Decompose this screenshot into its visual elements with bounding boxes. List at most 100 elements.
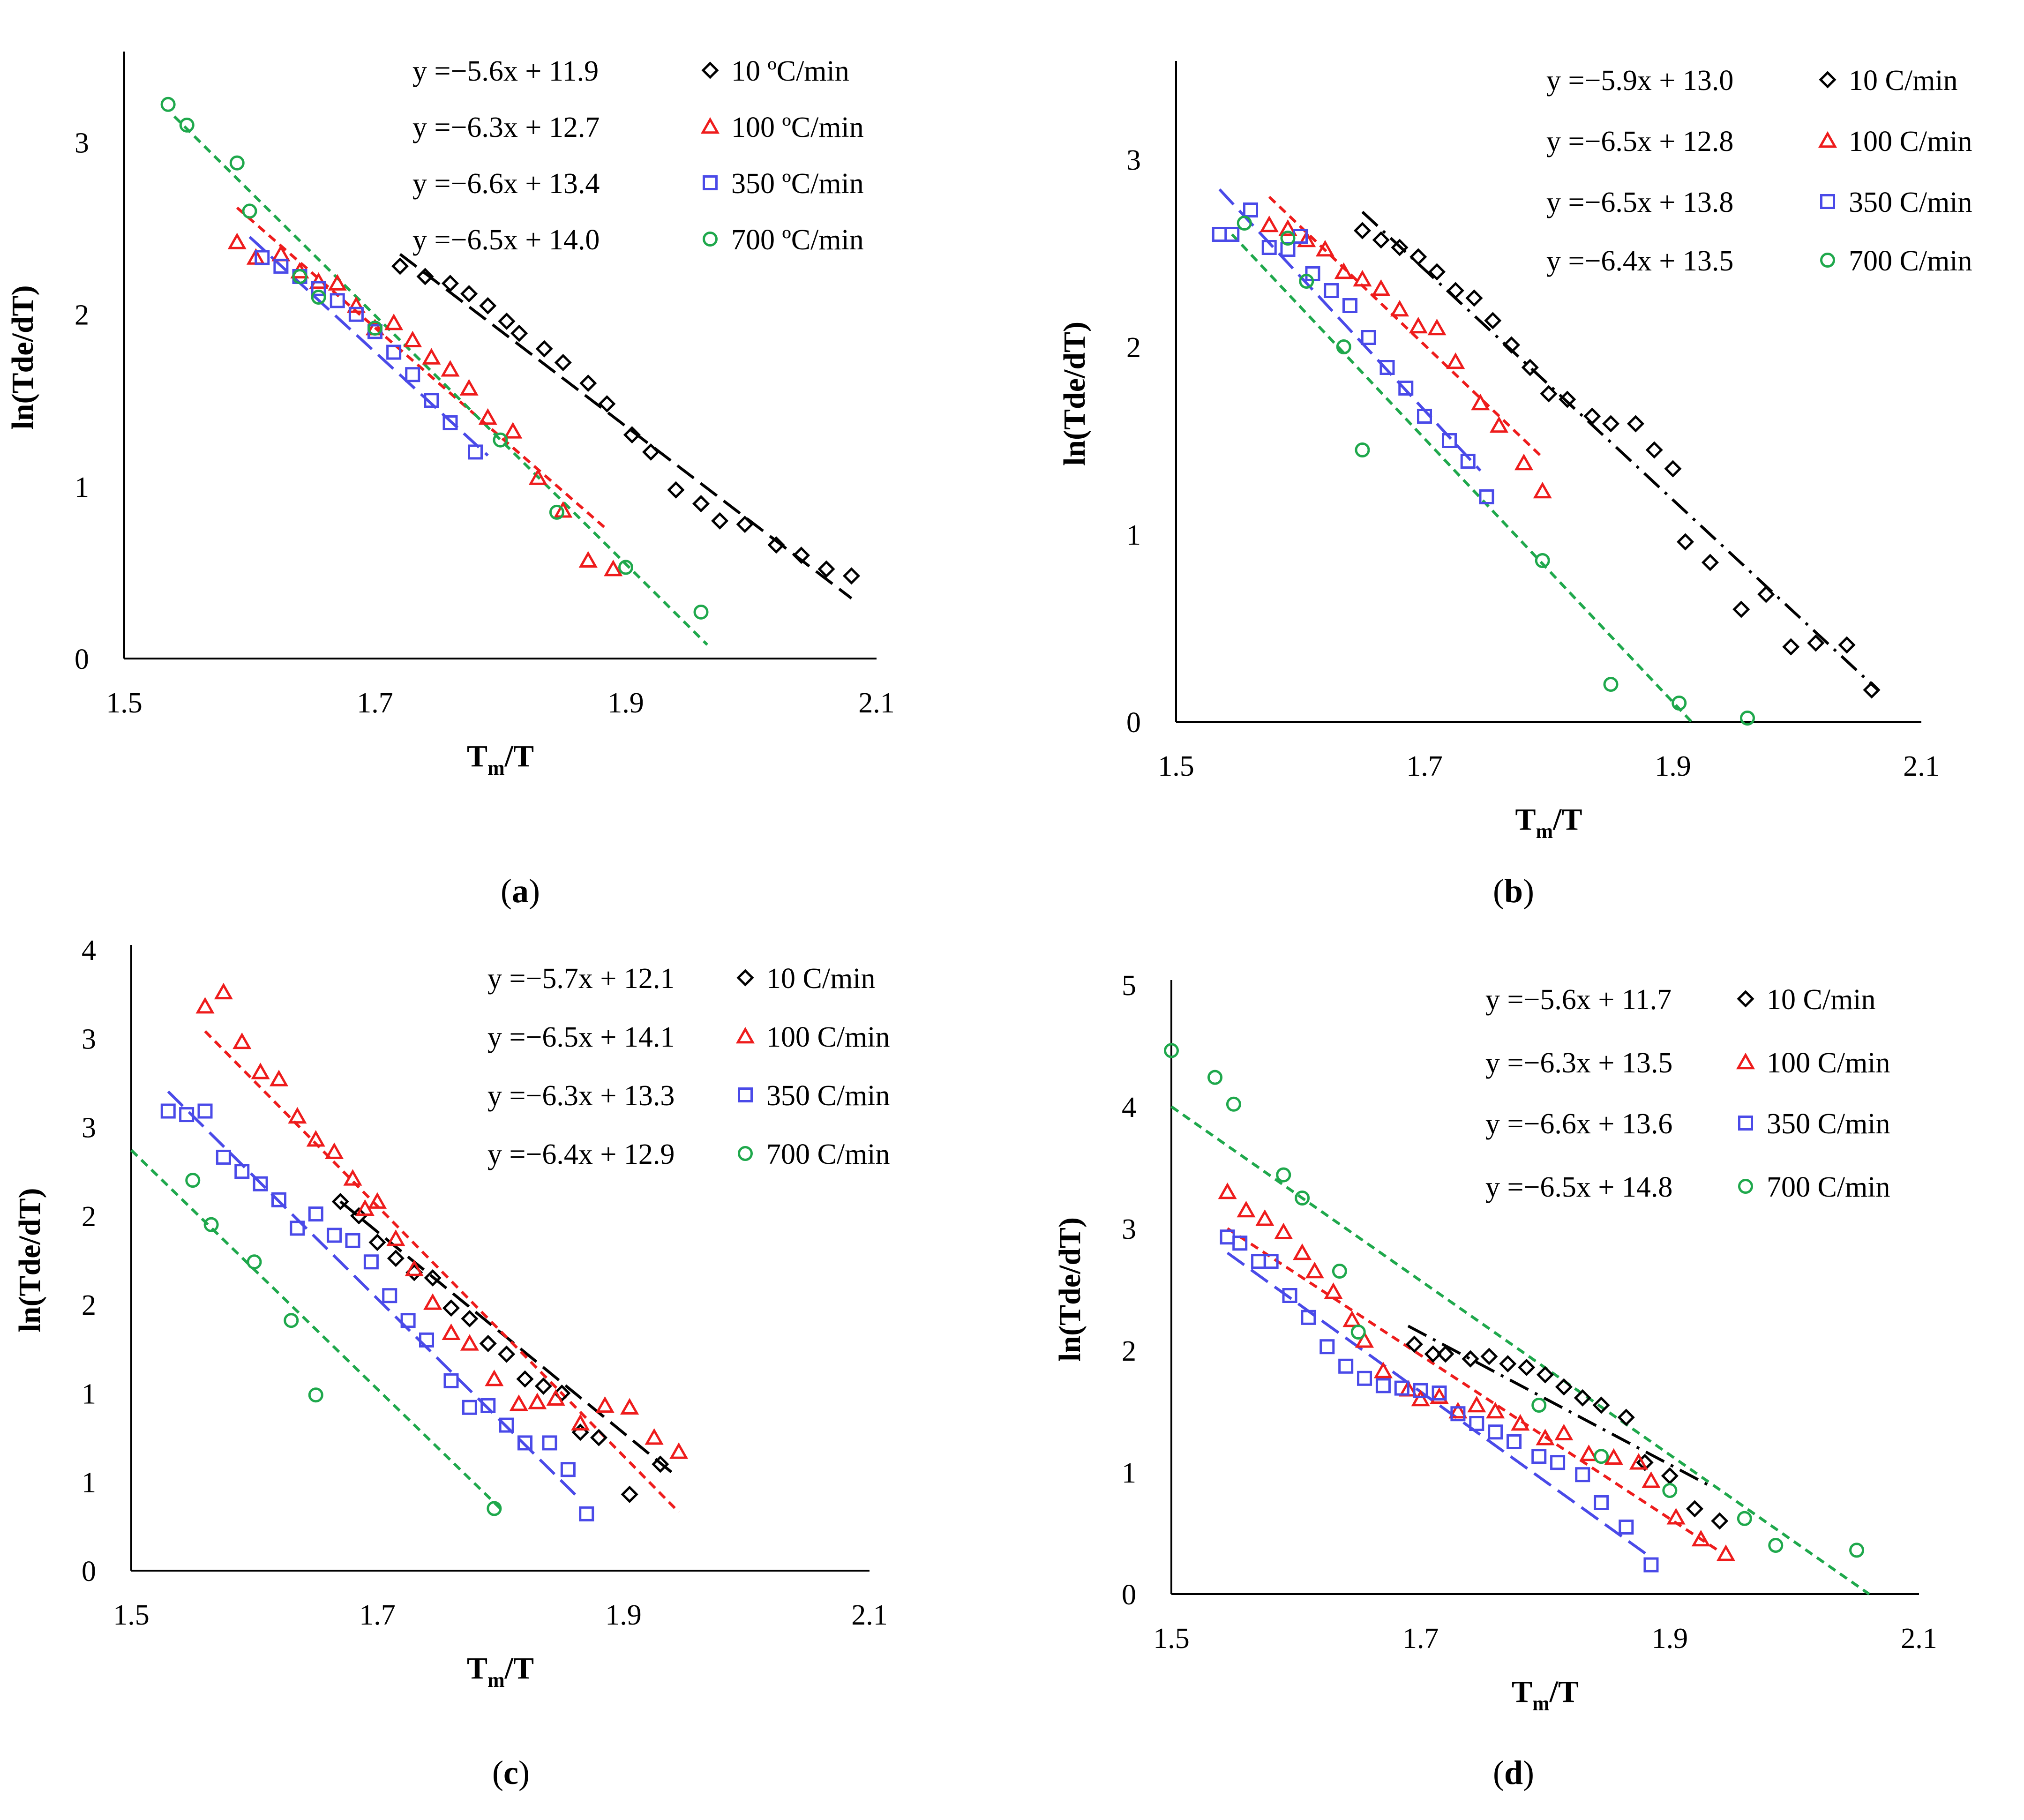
data-point-triangle [1353, 270, 1372, 287]
trendline-diamond [399, 253, 853, 599]
data-point-square [1417, 409, 1432, 424]
data-point-diamond [1391, 239, 1409, 256]
data-point-triangle [1278, 219, 1297, 236]
legend-label: 350 C/min [766, 1080, 890, 1112]
data-point-circle [1740, 711, 1755, 726]
data-point-diamond [1664, 460, 1682, 478]
data-point-triangle [346, 296, 366, 313]
data-point-circle [308, 1387, 323, 1403]
legend-label: 10 C/min [1767, 984, 1876, 1016]
data-point-triangle [1334, 262, 1353, 279]
y-axis-title: ln(Tde/dT) [1053, 1217, 1087, 1362]
data-point-triangle [1297, 230, 1316, 247]
trendline-equation: y =−6.6x + 13.4 [412, 168, 600, 200]
trendline-circle [1170, 1105, 1870, 1595]
x-tick-label: 1.9 [1652, 1623, 1688, 1655]
panel-label-d: (d) [1492, 1754, 1534, 1791]
data-point-square [1488, 1424, 1503, 1440]
y-tick-label: 0 [1122, 1579, 1136, 1611]
data-point-triangle [288, 1107, 307, 1124]
chart-b: 1.5 1.7 1.9 2.1 0 1 2 3 Tm/T ln(Tde/dT) y =−5.9x +… [1057, 61, 1972, 843]
y-tick-label: 2 [82, 1289, 96, 1321]
data-point-triangle [1554, 1423, 1574, 1441]
y-axis-title: ln(Tde/dT) [6, 285, 40, 429]
y-axis-title: ln(Tde/dT) [13, 1188, 47, 1332]
data-point-triangle [232, 1032, 252, 1049]
data-point-square [382, 1288, 397, 1303]
data-point-triangle [1533, 481, 1552, 499]
x-axis-title: Tm/T [1512, 1675, 1579, 1715]
data-point-triangle [571, 1414, 590, 1431]
data-point-square [1550, 1455, 1566, 1470]
data-point-circle [693, 604, 709, 620]
data-point-diamond [1592, 1396, 1610, 1414]
data-point-triangle [1666, 1508, 1686, 1525]
data-point-diamond [461, 1310, 479, 1327]
data-point-square [1479, 489, 1494, 504]
data-point-square [1212, 227, 1227, 242]
data-point-square [1280, 242, 1296, 257]
data-point-diamond [387, 1250, 405, 1267]
data-point-diamond [792, 547, 810, 564]
data-point-square [400, 1313, 416, 1328]
data-point-triangle [1427, 318, 1447, 336]
data-point-diamond [442, 1299, 460, 1317]
data-point-circle [284, 1313, 299, 1328]
data-point-square [443, 1373, 459, 1388]
data-point-square [1301, 1310, 1316, 1325]
data-point-square [1342, 298, 1357, 313]
data-point-triangle [195, 997, 215, 1014]
x-tick-label: 1.5 [1158, 750, 1194, 782]
legend-label: 100 ºC/min [731, 112, 864, 143]
trendline-triangle [236, 206, 608, 531]
data-point-diamond [1757, 585, 1775, 603]
data-point-square [1338, 1358, 1354, 1374]
data-point-diamond [1559, 390, 1576, 408]
data-point-diamond [416, 268, 434, 285]
y-tick-label: 1 [82, 1467, 96, 1499]
data-point-circle [1849, 1543, 1865, 1558]
data-point-triangle [1390, 300, 1409, 317]
y-tick-label: 1 [82, 1378, 96, 1410]
data-point-triangle [503, 422, 523, 439]
data-point-diamond [1353, 222, 1372, 240]
data-point-circle [1535, 553, 1550, 568]
data-point-diamond [1502, 336, 1521, 354]
x-tick-label: 1.5 [113, 1599, 150, 1631]
chart-panel-c: 1.5 1.7 1.9 2.1 0 1 1 2 2 3 3 4 Tm/T ln(Tde/dT) y =−5.… [0, 910, 1012, 1820]
data-point-circle [1207, 1070, 1223, 1085]
data-point-triangle [578, 551, 598, 568]
legend-square-marker [1738, 1116, 1753, 1131]
x-tick-label: 1.7 [359, 1599, 396, 1631]
x-tick-label: 1.7 [1402, 1623, 1439, 1655]
data-point-square [308, 1206, 323, 1222]
y-tick-label: 3 [1122, 1213, 1136, 1245]
data-point-diamond [460, 285, 478, 303]
data-point-square [1319, 1339, 1335, 1355]
data-point-square [271, 1192, 286, 1207]
chart-panel-a: 1.5 1.7 1.9 2.1 0 1 2 3 Tm/T ln(Tde/dT) y =−5.6x +… [0, 0, 1012, 910]
data-point-square [273, 258, 289, 274]
legend-diamond-marker [701, 61, 719, 79]
data-point-diamond [1447, 282, 1464, 300]
data-point-square [517, 1435, 532, 1451]
trendline-equation: y =−6.3x + 13.5 [1485, 1047, 1672, 1079]
data-point-square [1361, 330, 1376, 345]
data-point-circle [242, 203, 257, 219]
data-point-triangle [1355, 1331, 1374, 1348]
data-point-circle [1603, 677, 1619, 692]
legend-circle-marker [1738, 1179, 1753, 1194]
data-point-triangle [227, 232, 247, 249]
data-point-triangle [620, 1398, 639, 1415]
data-point-circle [1737, 1511, 1752, 1526]
y-tick-label: 0 [1126, 707, 1141, 739]
x-tick-label: 1.5 [106, 687, 142, 719]
chart-c: 1.5 1.7 1.9 2.1 0 1 1 2 2 3 3 4 Tm/T ln(Tde/dT) y =−5.… [13, 935, 890, 1692]
data-point-square [290, 1221, 305, 1236]
data-point-diamond [667, 481, 685, 499]
data-point-diamond [1536, 1366, 1554, 1384]
legend-square-marker [1820, 194, 1835, 209]
y-tick-label: 1 [1122, 1457, 1136, 1489]
data-point-diamond [1782, 638, 1800, 656]
y-tick-label: 4 [1122, 1092, 1136, 1123]
